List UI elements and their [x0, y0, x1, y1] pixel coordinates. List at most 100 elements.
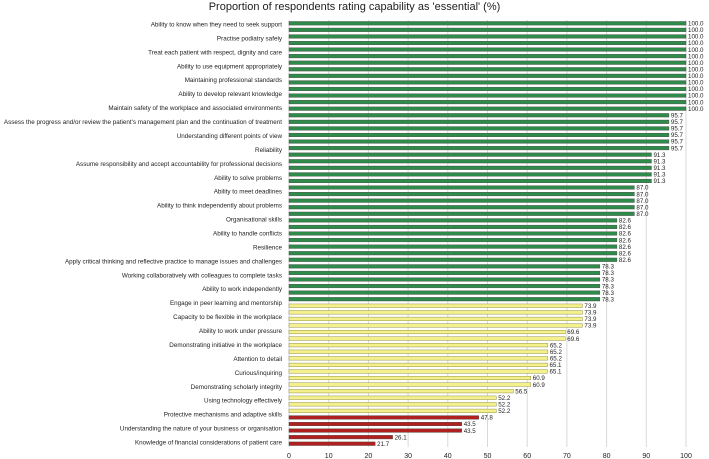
bar-value-label: 100.0 [688, 86, 704, 93]
bar-value-label: 43.5 [464, 428, 477, 435]
bar [288, 310, 583, 315]
bar [288, 428, 462, 433]
x-tick-label: 30 [404, 453, 412, 459]
x-tick-label: 50 [484, 453, 492, 459]
category-label: Knowledge of financial considerations of… [135, 440, 283, 447]
bar [288, 178, 652, 183]
bar-value-label: 95.7 [671, 119, 684, 126]
bar [288, 284, 601, 289]
bar-value-label: 100.0 [688, 60, 704, 67]
bar-value-label: 100.0 [688, 47, 704, 54]
bar [288, 165, 652, 170]
category-label: Ability to use equipment appropriately [177, 63, 283, 70]
bar [288, 277, 601, 282]
bar [288, 264, 601, 269]
bar [288, 106, 687, 111]
x-tick-label: 100 [680, 453, 692, 459]
bar-value-label: 65.2 [550, 342, 563, 349]
category-label: Ability to handle conflicts [213, 231, 282, 238]
bar [288, 54, 687, 59]
bar-value-label: 100.0 [688, 53, 704, 60]
bar [288, 290, 601, 295]
bar-value-label: 78.3 [602, 296, 615, 303]
bar [288, 369, 548, 374]
category-label: Assume responsibility and accept account… [76, 161, 282, 168]
category-label: Maintaining professional standards [185, 77, 282, 84]
chart-title: Proportion of respondents rating capabil… [208, 1, 501, 13]
bar [288, 185, 635, 190]
bar [288, 27, 687, 32]
category-label: Apply critical thinking and reflective p… [65, 258, 282, 265]
bar-value-label: 100.0 [688, 27, 704, 34]
bar [288, 73, 687, 78]
bar [288, 80, 687, 85]
bar [288, 146, 670, 151]
bar-value-label: 78.3 [602, 290, 615, 297]
bar-value-label: 78.3 [602, 283, 615, 290]
bar-value-label: 91.3 [653, 165, 666, 172]
bar-value-label: 91.3 [653, 172, 666, 179]
category-label: Resilience [253, 244, 283, 251]
bar [288, 113, 670, 118]
bar [288, 343, 549, 348]
bar-value-label: 56.5 [515, 388, 528, 395]
bar-value-label: 69.6 [567, 336, 580, 343]
bar-value-label: 95.7 [671, 132, 684, 139]
bar [288, 238, 618, 243]
bar-value-label: 91.3 [653, 178, 666, 185]
bar-value-label: 82.6 [619, 257, 632, 264]
bar [288, 198, 635, 203]
bar [288, 316, 583, 321]
bar-value-label: 100.0 [688, 80, 704, 87]
x-tick-label: 70 [563, 453, 571, 459]
category-label: Using technology effectively [204, 398, 283, 405]
bar-value-label: 100.0 [688, 34, 704, 41]
category-label: Maintain safety of the workplace and ass… [108, 105, 282, 112]
category-label: Engage in peer learning and mentorship [170, 300, 283, 307]
bar [288, 172, 652, 177]
bar [288, 119, 670, 124]
bar [288, 139, 670, 144]
x-tick-label: 0 [287, 453, 291, 459]
bar-value-label: 52.2 [498, 402, 511, 409]
bar-value-label: 47.8 [481, 415, 494, 422]
category-label: Ability to work independently [202, 286, 283, 293]
category-label: Ability to develop relevant knowledge [178, 91, 282, 98]
bar [288, 408, 497, 413]
bar-value-label: 82.6 [619, 231, 632, 238]
bar-value-label: 73.9 [584, 310, 597, 317]
bar [288, 303, 583, 308]
bar-value-label: 82.6 [619, 244, 632, 251]
bar [288, 211, 635, 216]
bar [288, 224, 618, 229]
category-label: Understanding different points of view [177, 133, 283, 140]
bar [288, 205, 635, 210]
bar-value-label: 78.3 [602, 264, 615, 271]
bar [288, 192, 635, 197]
bar [288, 395, 497, 400]
bar [288, 47, 687, 52]
category-label: Ability to know when they need to seek s… [151, 22, 283, 29]
bar [288, 297, 601, 302]
bar-value-label: 82.6 [619, 218, 632, 225]
bar-value-label: 82.6 [619, 224, 632, 231]
bar [288, 244, 618, 249]
bar-value-label: 100.0 [688, 40, 704, 47]
bar [288, 349, 549, 354]
category-label: Assess the progress and/or review the pa… [4, 119, 282, 126]
bar-value-label: 26.1 [395, 434, 408, 441]
bar-value-label: 73.9 [584, 323, 597, 330]
x-tick-label: 10 [325, 453, 333, 459]
bar-value-label: 65.2 [550, 356, 563, 363]
bar-value-label: 95.7 [671, 112, 684, 119]
x-axis-ticks: 0 10 20 30 40 50 60 70 80 90 100 [287, 453, 692, 459]
bar [288, 34, 687, 39]
bar-value-label: 73.9 [584, 303, 597, 310]
category-label: Reliability [255, 147, 283, 154]
bar-value-label: 100.0 [688, 73, 704, 80]
bar [288, 402, 497, 407]
category-label: Ability to think independently about pro… [157, 203, 282, 210]
bar [288, 67, 687, 72]
bar [288, 323, 583, 328]
bar-value-label: 87.0 [636, 191, 649, 198]
